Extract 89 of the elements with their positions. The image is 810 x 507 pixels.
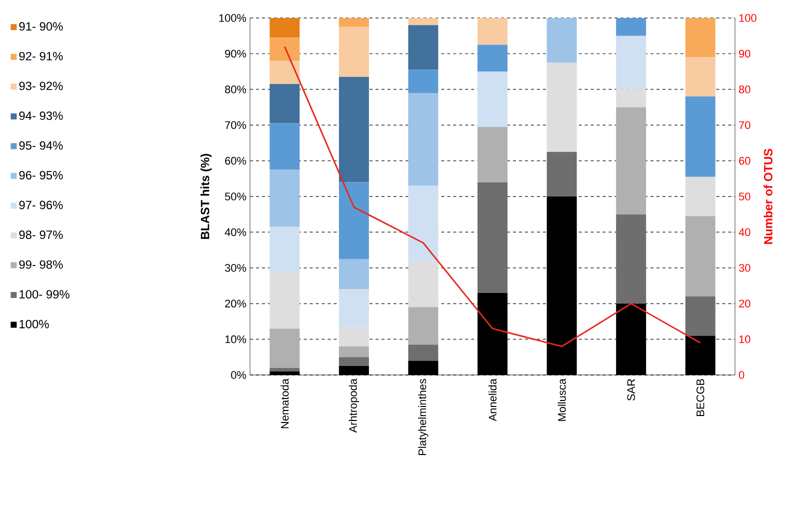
bar — [270, 38, 300, 61]
legend-label: 98- 97% — [19, 230, 63, 239]
y2-tick-label: 90 — [739, 50, 750, 58]
x-tick-label: BECGB — [696, 379, 704, 416]
bar — [616, 36, 646, 90]
bar — [685, 216, 716, 296]
legend-label: 93- 92% — [19, 82, 63, 90]
y-tick-label: 30% — [224, 264, 246, 272]
legend-label: 95- 94% — [19, 141, 63, 150]
bar — [685, 18, 716, 58]
bar — [685, 96, 716, 177]
y-axis-title: BLAST hits (%) — [200, 154, 212, 239]
legend-label: 92- 91% — [19, 52, 63, 60]
x-tick-label: Platyhelminthes — [418, 378, 428, 455]
bar — [408, 92, 438, 186]
x-tick-label: Mollusca — [558, 378, 566, 421]
bar — [478, 44, 508, 72]
bar — [338, 326, 369, 346]
bar — [546, 18, 577, 63]
bar — [408, 186, 438, 261]
y-tick-label: 100% — [219, 14, 246, 22]
bar — [408, 25, 438, 70]
bar — [338, 346, 369, 358]
bar — [408, 18, 438, 26]
y-tick-label: 60% — [225, 156, 246, 165]
y2-tick-label: 70 — [739, 121, 750, 129]
bar — [616, 18, 646, 36]
y-tick-label: 80% — [225, 86, 246, 94]
line-series — [284, 46, 702, 348]
bar — [685, 176, 716, 216]
legend-label: 96- 95% — [19, 171, 63, 180]
bar — [338, 182, 369, 259]
bar — [270, 170, 300, 227]
y2-tick-label: 40 — [738, 228, 750, 236]
legend-label: 97- 96% — [19, 200, 63, 210]
y2-tick-label: 80 — [738, 86, 750, 94]
legend-label: 100- 99% — [20, 290, 70, 299]
bar — [338, 18, 369, 27]
bar — [270, 60, 300, 84]
bar — [616, 107, 646, 214]
legend-label: 94- 93% — [19, 111, 63, 120]
x-tick-label: SAR — [627, 379, 635, 401]
y2-tick-label: 100 — [739, 14, 756, 22]
y-tick-label: 40% — [224, 228, 246, 236]
bar — [685, 296, 716, 336]
legend-label: 100% — [20, 320, 49, 328]
y-tick-label: 50% — [224, 192, 246, 200]
y2-tick-label: 0 — [738, 371, 744, 379]
bar — [270, 368, 300, 372]
bar — [270, 18, 300, 38]
bar — [270, 226, 300, 272]
bar — [270, 328, 300, 368]
bar — [616, 89, 646, 108]
legend-label: 99- 98% — [19, 260, 63, 269]
bar — [478, 72, 508, 127]
y2-tick-label: 20 — [739, 300, 750, 308]
bar — [408, 260, 438, 308]
bar — [546, 62, 577, 152]
bar — [546, 152, 577, 196]
bar — [338, 258, 369, 290]
x-tick-label: Nematoda — [280, 378, 289, 428]
x-tick-label: Annelida — [488, 378, 497, 422]
y2-tick-label: 10 — [739, 335, 750, 344]
bar — [616, 214, 646, 304]
bar — [338, 357, 369, 366]
bar — [338, 76, 369, 182]
y-tick-label: 70% — [225, 121, 246, 129]
bar — [270, 271, 300, 329]
bar — [338, 26, 369, 77]
bar — [478, 18, 508, 45]
y-tick-label: 20% — [225, 300, 246, 308]
bar — [270, 123, 300, 170]
bar — [408, 70, 438, 93]
bar — [478, 182, 508, 293]
bar — [408, 344, 438, 361]
legend-label: 91- 90% — [19, 22, 63, 31]
y2-tick-label: 60 — [739, 156, 750, 165]
x-tick-label: Arhtropoda — [348, 378, 360, 433]
bar — [685, 57, 716, 97]
y2-tick-label: 30 — [738, 264, 750, 272]
y-tick-label: 10% — [225, 335, 246, 344]
y2-axis-title: Number of OTUS — [764, 148, 772, 244]
bar — [270, 84, 300, 124]
bar — [478, 126, 508, 182]
y2-tick-label: 50 — [738, 192, 750, 200]
bar — [338, 289, 369, 327]
bar — [408, 307, 438, 345]
y-tick-label: 90% — [225, 50, 246, 58]
y-tick-label: 0% — [231, 371, 246, 379]
